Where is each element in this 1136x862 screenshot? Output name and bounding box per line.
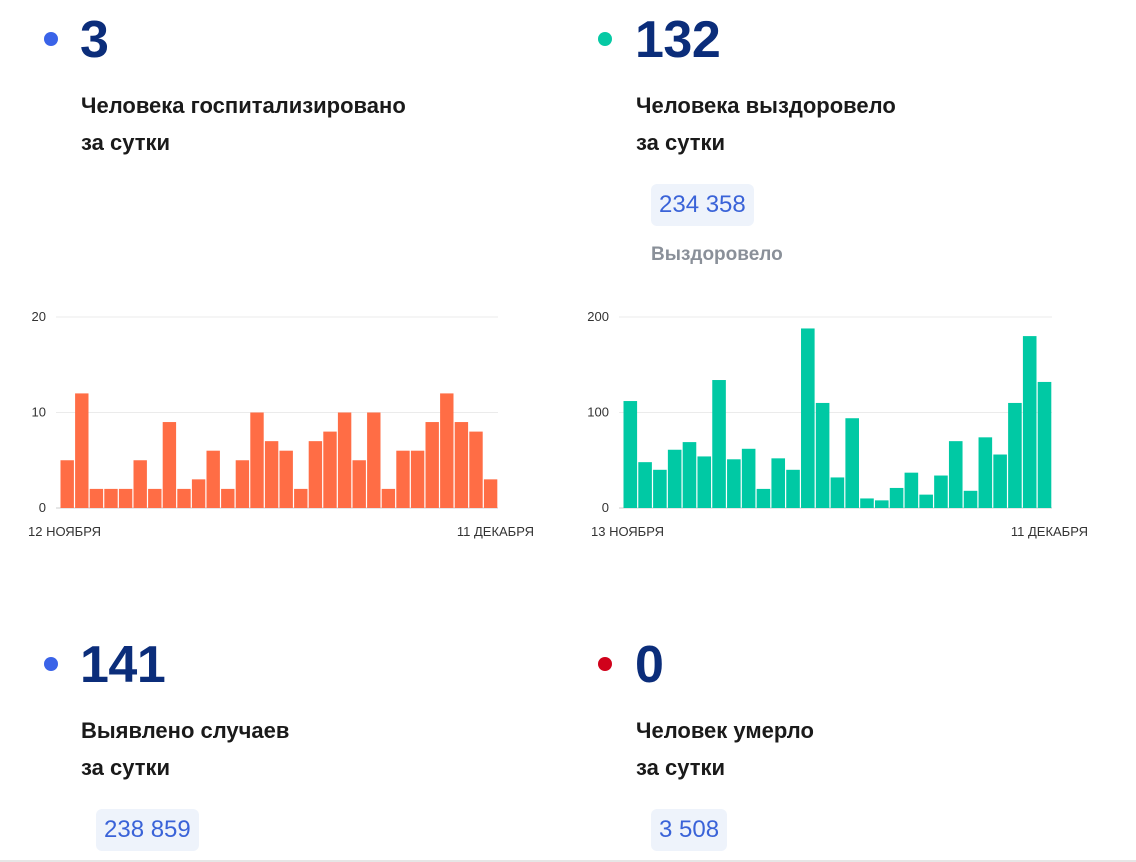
cases-label-line1: Выявлено случаев xyxy=(81,718,290,743)
bar xyxy=(410,450,425,508)
recovered-count: 132 xyxy=(635,11,721,69)
bar xyxy=(264,441,279,508)
red-status-dot xyxy=(598,657,612,671)
bar xyxy=(978,437,993,508)
blue-status-dot xyxy=(44,32,58,46)
recovered-label-line1: Человека выздоровело xyxy=(636,93,896,118)
bar xyxy=(934,475,948,508)
cases-total: 238 859 xyxy=(96,809,199,851)
bar xyxy=(308,441,323,508)
hospitalized-count: 3 xyxy=(80,11,109,69)
bar xyxy=(367,412,381,508)
x-start-label: 13 НОЯБРЯ xyxy=(591,524,664,539)
bar xyxy=(697,456,712,508)
bar xyxy=(712,380,726,508)
bar xyxy=(118,488,133,508)
bar xyxy=(786,469,800,508)
cases-label-line2: за сутки xyxy=(81,755,171,780)
bar xyxy=(874,500,889,508)
bar xyxy=(75,393,89,508)
bar xyxy=(741,448,756,508)
y-tick-label: 100 xyxy=(587,405,609,420)
bar xyxy=(440,393,454,508)
bar xyxy=(454,422,469,508)
y-tick-label: 0 xyxy=(39,500,46,515)
x-end-label: 11 ДЕКАБРЯ xyxy=(1011,524,1088,539)
bar xyxy=(682,442,697,508)
bar xyxy=(191,479,206,508)
bar xyxy=(801,328,815,508)
deaths-label-line1: Человек умерло xyxy=(636,718,814,743)
bar xyxy=(845,418,859,508)
bar xyxy=(771,458,786,508)
bar xyxy=(860,498,874,508)
bar xyxy=(483,479,498,508)
teal-status-dot xyxy=(598,32,612,46)
hospitalized-bar-chart: 0 10 20 12 НОЯБРЯ 11 ДЕКАБРЯ xyxy=(28,309,534,539)
x-end-label: 11 ДЕКАБРЯ xyxy=(457,524,534,539)
bar xyxy=(830,477,845,508)
bar xyxy=(815,402,830,508)
bar xyxy=(653,469,667,508)
bar xyxy=(948,441,963,508)
bottom-divider xyxy=(0,860,1136,862)
deaths-total: 3 508 xyxy=(651,809,728,851)
bar xyxy=(1022,336,1037,508)
x-start-label: 12 НОЯБРЯ xyxy=(28,524,101,539)
bar xyxy=(89,488,104,508)
bar xyxy=(133,460,147,508)
recovered-total: 234 358 xyxy=(651,184,754,226)
bar xyxy=(221,488,235,508)
bar xyxy=(469,431,483,508)
bar xyxy=(993,454,1007,508)
y-tick-label: 200 xyxy=(587,309,609,324)
bar xyxy=(638,462,652,508)
bar xyxy=(279,450,293,508)
bar xyxy=(727,459,741,508)
bar xyxy=(162,422,177,508)
bar xyxy=(206,450,220,508)
recovered-bar-chart: 0 100 200 13 НОЯБРЯ 11 ДЕКАБРЯ xyxy=(587,309,1088,539)
bar xyxy=(148,488,162,508)
bar xyxy=(667,449,682,508)
bar xyxy=(323,431,337,508)
deaths-label-line2: за сутки xyxy=(636,755,726,780)
bar xyxy=(919,494,933,508)
y-tick-label: 20 xyxy=(32,309,46,324)
bar xyxy=(352,460,366,508)
y-tick-label: 10 xyxy=(32,405,46,420)
bar xyxy=(235,460,250,508)
bar xyxy=(1037,381,1052,508)
deaths-count: 0 xyxy=(635,636,664,694)
bar xyxy=(337,412,352,508)
bar xyxy=(756,488,771,508)
bar xyxy=(963,490,978,508)
bar xyxy=(381,488,396,508)
bar xyxy=(1008,402,1022,508)
bar xyxy=(889,487,904,508)
hospitalized-label-line1: Человека госпитализировано xyxy=(81,93,406,118)
bar xyxy=(623,401,638,508)
blue-status-dot xyxy=(44,657,58,671)
y-tick-label: 0 xyxy=(602,500,609,515)
hospitalized-label-line2: за сутки xyxy=(81,130,171,155)
bar xyxy=(177,488,191,508)
bar xyxy=(294,488,308,508)
bar xyxy=(425,422,439,508)
recovered-total-label: Выздоровело xyxy=(651,244,783,265)
recovered-label-line2: за сутки xyxy=(636,130,726,155)
bar xyxy=(104,488,118,508)
cases-count: 141 xyxy=(80,636,166,694)
bar xyxy=(396,450,410,508)
bar xyxy=(904,472,919,508)
bar xyxy=(250,412,264,508)
bar xyxy=(60,460,74,508)
